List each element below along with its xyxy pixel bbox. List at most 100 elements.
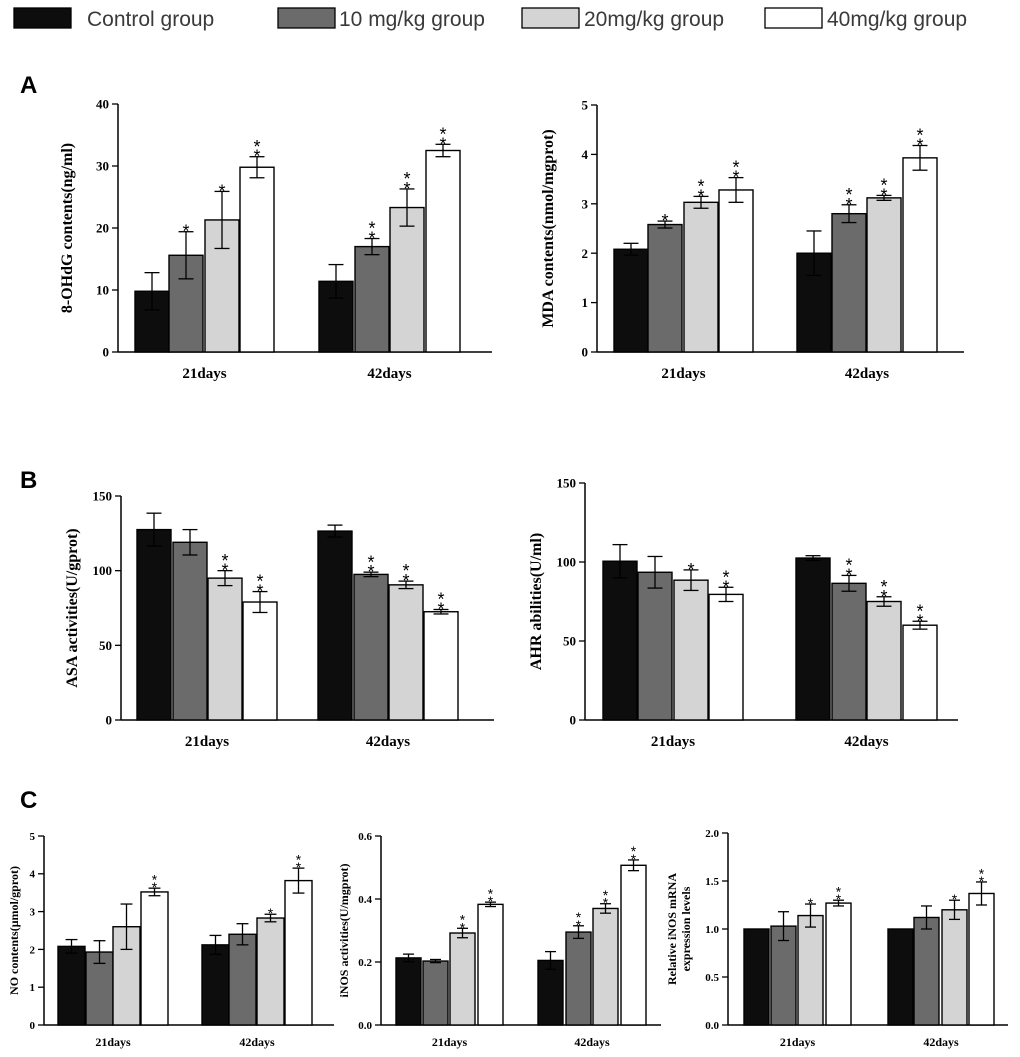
chart-inos: 0.0 0.2 0.4 0.6 iNOS activities(U/mgprot) 21d… [337,831,661,1049]
significance-mark: * [268,905,274,921]
bar-20mg-kg-group [866,197,902,353]
y-tick-label: 150 [93,489,113,504]
category-label: 42days [845,366,889,382]
category-label: 42days [239,1035,275,1049]
bar-20mg-kg-group [797,914,824,1026]
bar-control-group [201,944,230,1026]
significance-mark: * [439,124,446,144]
y-tick-label: 3 [582,196,589,211]
category-label: 21days [185,734,229,750]
significance-mark: * [836,884,842,900]
category-label: 42days [844,734,888,750]
significance-mark: * [687,560,694,580]
chart-inos-mrna: 0.0 0.5 1.0 1.5 2.0 Relative iNOS mRNAexpress… [665,828,1008,1049]
bar-control-group [743,928,770,1026]
y-tick-label: 40 [96,97,109,112]
y-tick-label: 2 [30,944,36,956]
y-tick-label: 0 [570,713,577,728]
significance-mark: * [218,181,225,201]
y-tick-label: 100 [93,563,113,578]
significance-mark: * [402,571,409,591]
significance-mark: * [439,134,446,154]
significance-mark: * [916,611,923,631]
bar-40mg-kg-group [825,902,852,1026]
y-tick-label: 0.6 [358,831,372,843]
significance-mark: * [661,211,668,231]
y-tick-label: 150 [557,476,577,491]
bar-40mg-kg-group [968,892,995,1026]
significance-mark: * [368,229,375,249]
y-tick-label: 5 [582,98,589,113]
y-tick-label: 4 [582,147,589,162]
bar-20mg-kg-group [592,907,619,1026]
significance-mark: * [256,572,263,592]
bar-20mg-kg-group [683,201,719,353]
y-tick-label: 0.2 [358,957,372,969]
y-axis-label-line: Relative iNOS mRNA [665,873,679,985]
y-tick-label: 2.0 [705,828,719,840]
bar-20mg-kg-group [388,584,424,721]
bar-20mg-kg-group [256,917,285,1026]
y-tick-label: 3 [30,906,36,918]
significance-mark: * [732,168,739,188]
bar-20mg-kg-group [866,600,902,721]
significance-mark: * [979,865,985,881]
significance-mark: * [836,891,842,907]
y-tick-label: 50 [99,638,112,653]
legend-label: Control group [87,8,214,31]
y-tick-label: 0 [103,345,110,360]
bar-10-mg-kg-group [637,571,673,721]
chart-mda: 0 1 2 3 4 5 MDA contents(nmol/mgprot) 21days 42d… [540,98,964,382]
category-label: 21days [95,1035,131,1049]
bar-20mg-kg-group [389,206,425,353]
bar-10-mg-kg-group [831,582,867,721]
category-label: 42days [366,734,410,750]
bar-40mg-kg-group [284,879,313,1026]
y-axis-label: Relative iNOS mRNAexpression levels [665,873,693,985]
y-tick-label: 1.0 [705,924,719,936]
significance-mark: * [722,577,729,597]
bar-control-group [613,248,649,353]
bar-40mg-kg-group [242,601,278,721]
y-tick-label: 20 [96,221,109,236]
bar-40mg-kg-group [239,166,275,353]
significance-mark: * [880,587,887,607]
significance-mark: * [952,891,958,907]
bar-40mg-kg-group [708,593,744,721]
y-axis-label: iNOS activities(U/mgprot) [337,863,351,997]
bar-10-mg-kg-group [422,960,449,1026]
significance-mark: * [256,582,263,602]
significance-mark: * [576,909,582,925]
significance-mark: * [845,565,852,585]
significance-mark: * [631,843,637,859]
significance-mark: * [182,222,189,242]
legend-swatch [277,7,336,29]
y-tick-label: 0 [106,713,113,728]
significance-mark: * [367,552,374,572]
significance-mark: * [576,917,582,933]
significance-mark: * [916,136,923,156]
significance-mark: * [916,601,923,621]
bar-20mg-kg-group [941,909,968,1026]
category-label: 21days [432,1035,468,1049]
category-label: 42days [367,366,411,382]
category-label: 21days [661,366,705,382]
bar-control-group [57,945,86,1026]
y-axis-label: 8-OHdG contents(ng/ml) [59,143,76,313]
significance-mark: * [880,176,887,196]
bar-10-mg-kg-group [353,573,389,721]
significance-mark: * [697,186,704,206]
y-axis-label: AHR abilities(U/ml) [528,533,545,670]
y-tick-label: 1 [582,295,589,310]
y-tick-label: 0 [30,1020,36,1032]
legend-label: 10 mg/kg group [339,8,485,31]
category-label: 21days [780,1035,816,1049]
significance-mark: * [808,895,814,911]
bar-control-group [395,957,422,1026]
bar-control-group [887,928,914,1026]
y-tick-label: 5 [30,831,36,843]
bar-control-group [537,959,564,1026]
bar-40mg-kg-group [902,624,938,721]
significance-mark: * [402,561,409,581]
